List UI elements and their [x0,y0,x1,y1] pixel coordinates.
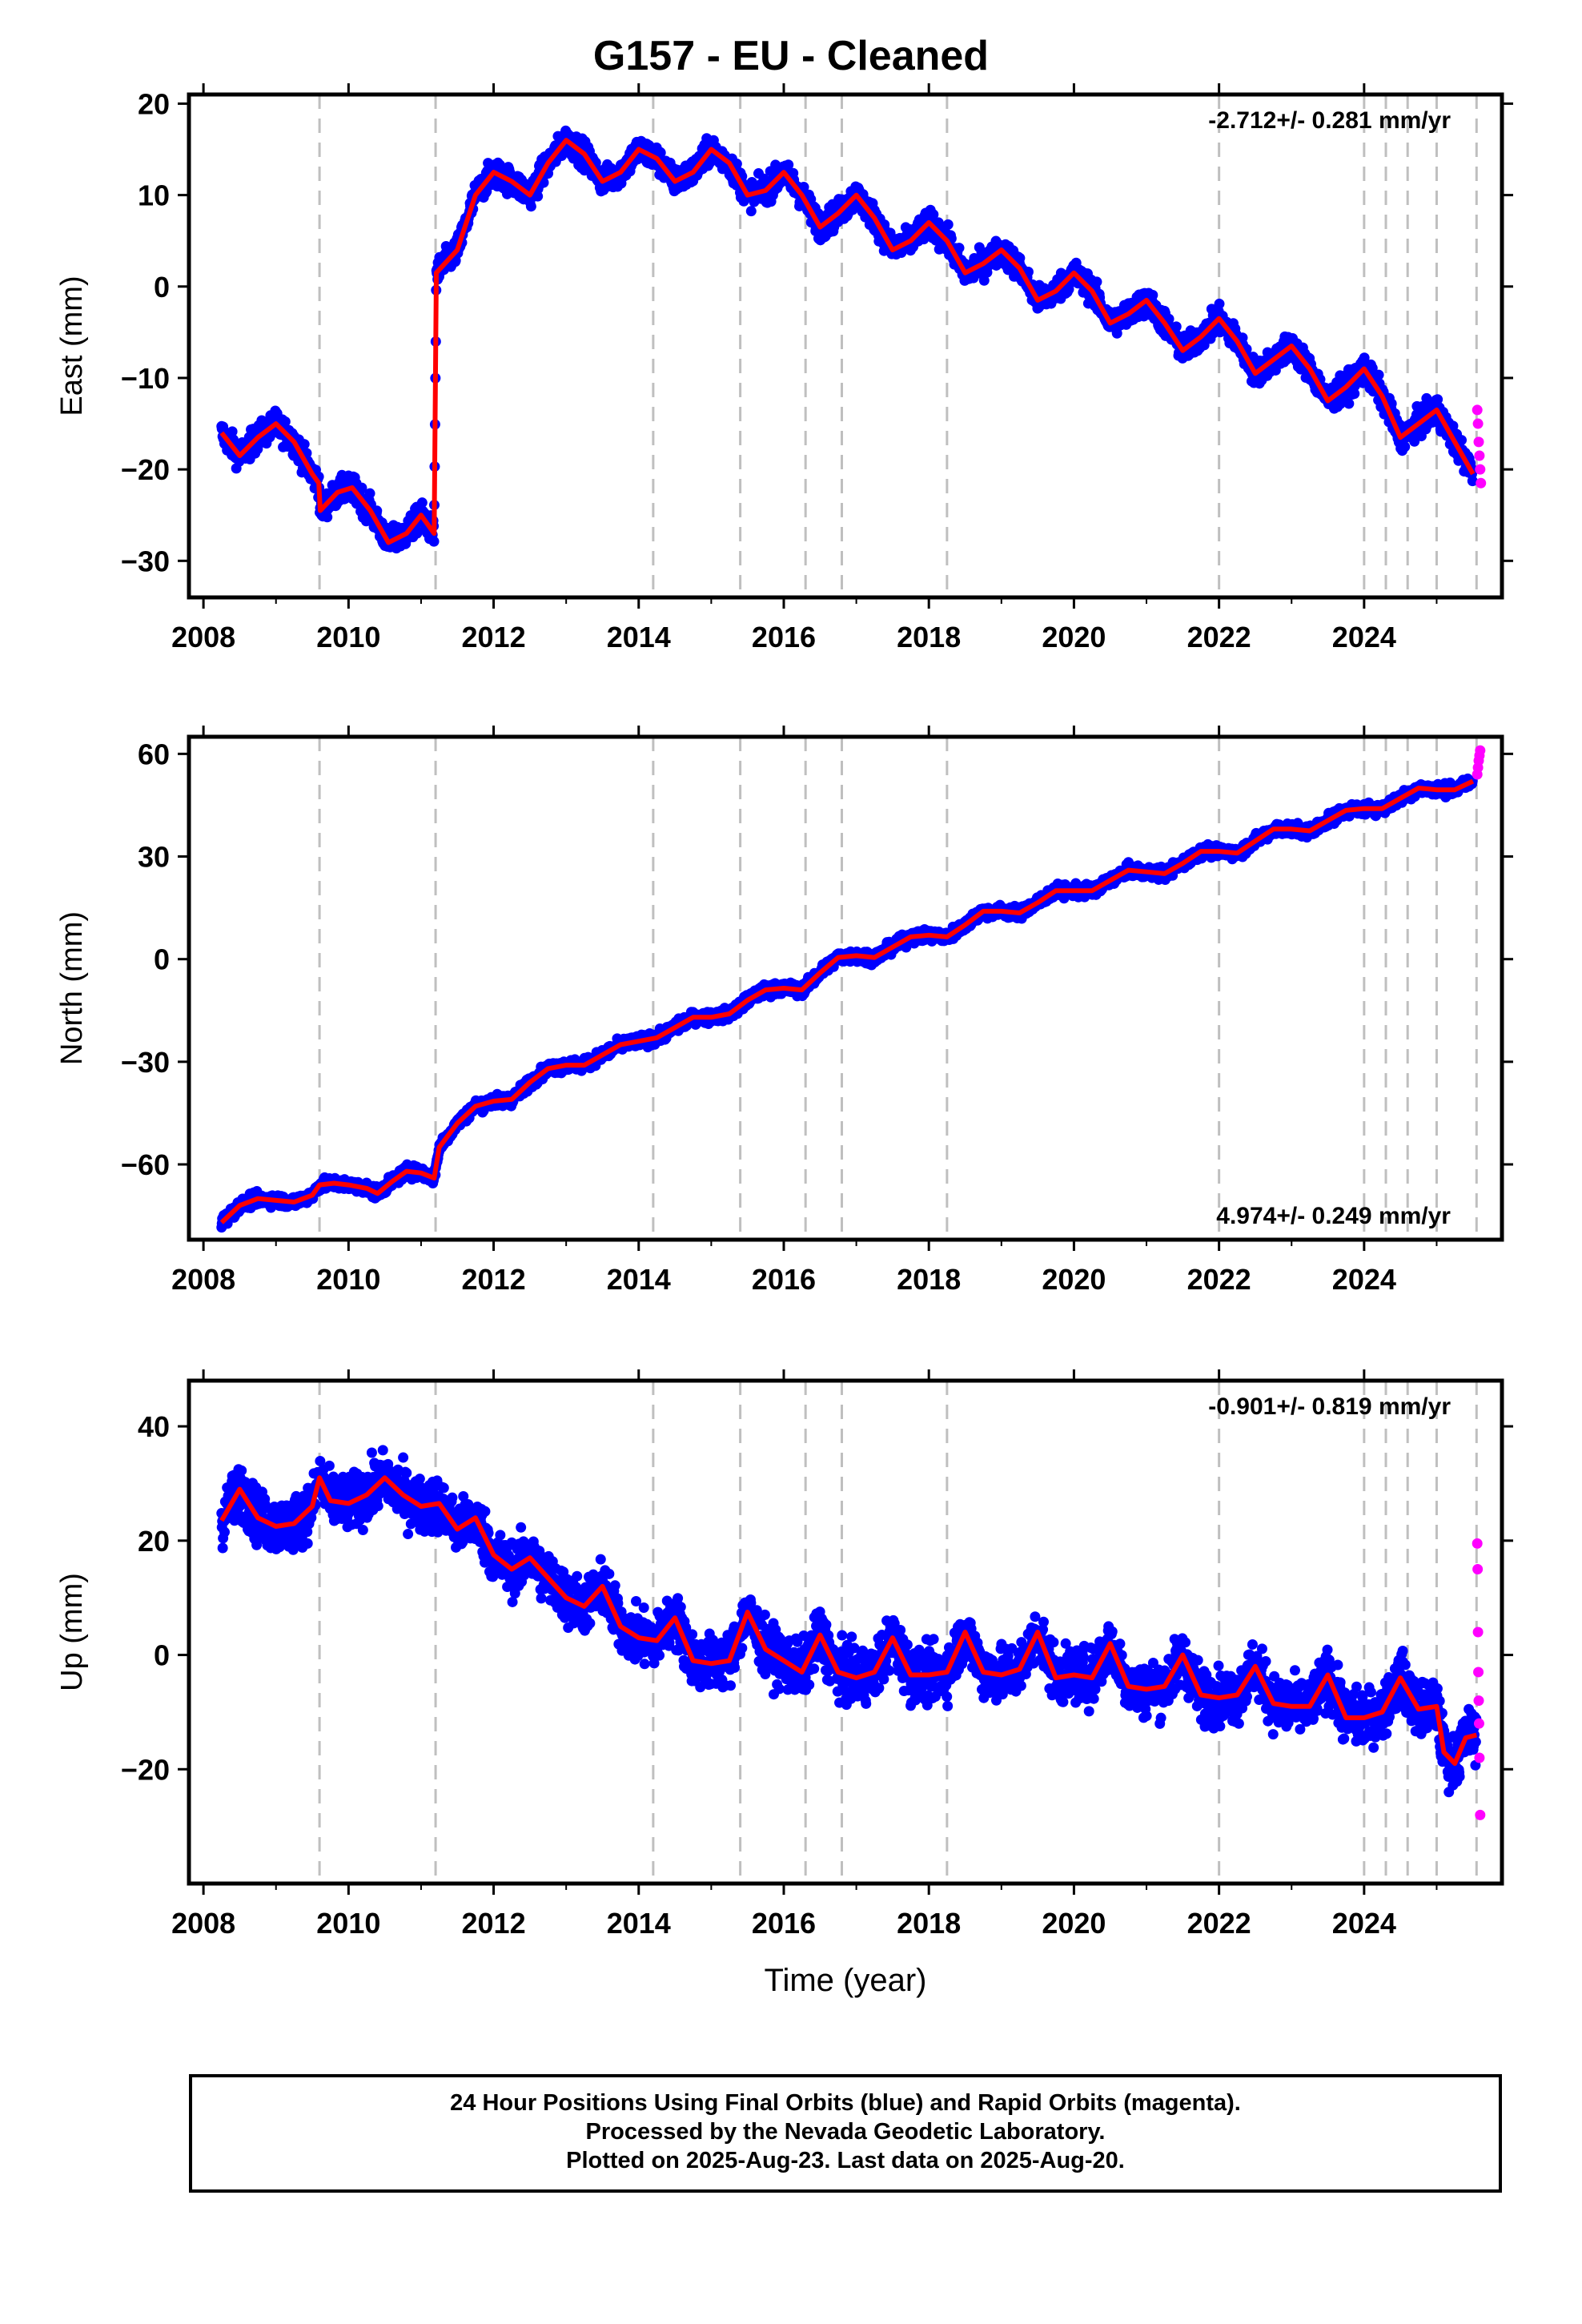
east-x-tick-label: 2016 [752,621,816,653]
east-y-tick-label: −30 [121,545,170,577]
east-position-point [1343,398,1355,409]
east-position-point [279,416,291,427]
east-position-point [1091,276,1102,287]
east-x-tick-label: 2018 [897,621,961,653]
east-rapid-orbit-point [1472,418,1484,429]
east-position-point [1399,441,1411,452]
figure-title: G157 - EU - Cleaned [592,33,990,79]
east-rapid-orbit-point [1475,464,1486,475]
east-position-point [428,536,440,547]
east-x-tick-label: 2020 [1042,621,1106,653]
east-x-tick-label: 2012 [462,621,526,653]
east-position-point [745,206,757,217]
east-rate-label: -2.712+/- 0.281 mm/yr [1208,107,1451,134]
east-position-point [416,497,428,509]
east-final-orbit-points [216,125,1478,554]
east-rapid-orbit-point [1473,436,1484,448]
east-y-tick-label: 0 [154,271,170,304]
east-position-point [227,426,238,437]
east-position-point [525,201,536,212]
east-position-point [532,191,544,202]
east-position-point [364,488,375,499]
east-rapid-orbit-point [1472,404,1483,416]
east-y-tick-label: −10 [121,362,170,395]
east-rapid-orbit-point [1474,450,1485,461]
east-x-tick-label: 2022 [1187,621,1251,653]
east-position-point [412,526,424,537]
east-position-point [1214,298,1225,309]
east-position-point [322,512,333,523]
east-x-tick-label: 2024 [1332,621,1396,653]
east-y-tick-label: 10 [138,179,170,212]
east-position-point [1170,321,1182,332]
east-position-point [356,482,367,493]
east-x-tick-label: 2008 [171,621,235,653]
east-position-point [942,219,954,230]
east-rapid-orbit-point [1476,477,1487,489]
east-y-tick-label: −20 [121,453,170,486]
east-x-tick-label: 2010 [316,621,380,653]
east-x-tick-label: 2014 [607,621,671,653]
north-final-orbit-points [216,773,1478,1233]
east-y-tick-label: 20 [138,87,170,120]
east-position-point [299,439,310,450]
east-y-axis-label: East (mm) [55,275,89,416]
